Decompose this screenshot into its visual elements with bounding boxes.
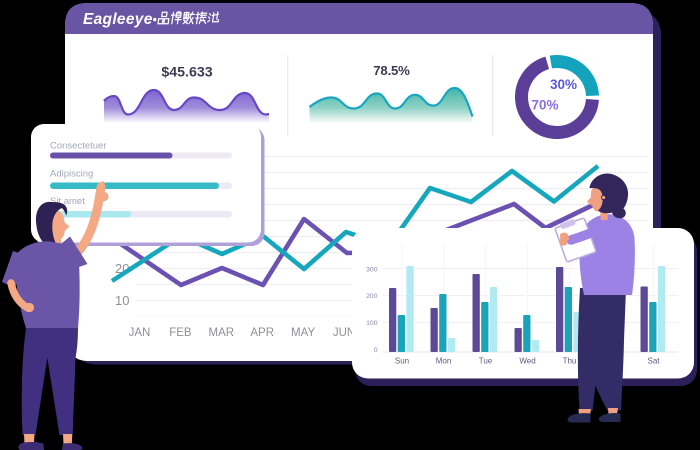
svg-text:Consectetuer: Consectetuer	[50, 141, 107, 152]
svg-text:$45.633: $45.633	[161, 65, 212, 81]
svg-text:Thu: Thu	[563, 357, 577, 366]
svg-text:MAR: MAR	[209, 327, 235, 339]
svg-text:70%: 70%	[531, 98, 558, 113]
svg-text:Wed: Wed	[519, 357, 535, 366]
svg-text:100: 100	[366, 320, 378, 327]
svg-text:Adipiscing: Adipiscing	[50, 169, 93, 180]
svg-text:MAY: MAY	[291, 327, 315, 339]
svg-text:Sat: Sat	[647, 357, 660, 366]
svg-text:Tue: Tue	[479, 357, 493, 366]
svg-text:Mon: Mon	[436, 357, 452, 366]
svg-text:APR: APR	[250, 327, 274, 339]
svg-text:Sit amet: Sit amet	[50, 196, 85, 207]
svg-text:300: 300	[366, 266, 378, 273]
svg-text:Eagleeye: Eagleeye	[83, 11, 153, 28]
svg-text:JUN: JUN	[333, 327, 355, 339]
svg-text:JAN: JAN	[129, 327, 151, 339]
svg-text:200: 200	[366, 293, 378, 300]
svg-text:0: 0	[374, 347, 378, 354]
svg-text:78.5%: 78.5%	[373, 63, 410, 78]
svg-text:30%: 30%	[550, 77, 577, 92]
svg-text:FEB: FEB	[169, 327, 192, 339]
svg-text:10: 10	[115, 293, 129, 308]
svg-text:Sun: Sun	[395, 357, 409, 366]
